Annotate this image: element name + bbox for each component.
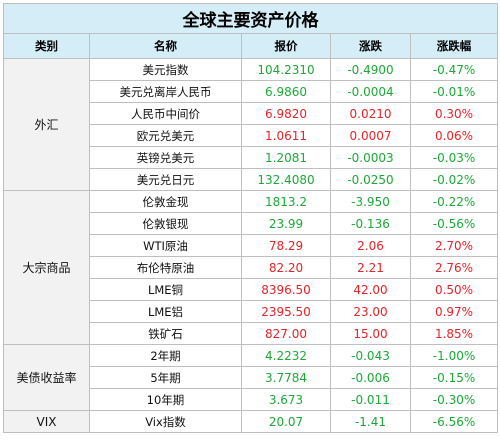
change-cell: 0.0210 bbox=[330, 102, 411, 125]
change-pct-cell: -0.30% bbox=[409, 388, 499, 411]
price-cell: 3.673 bbox=[241, 388, 331, 411]
change-pct-cell: 2.76% bbox=[409, 256, 499, 279]
price-cell: 1.0611 bbox=[241, 124, 331, 147]
table-row: 欧元兑美元 1.0611 0.0007 0.06% bbox=[4, 124, 499, 147]
change-pct-cell: 0.97% bbox=[409, 300, 499, 323]
header-row: 类别 名称 报价 涨跌 涨跌幅 bbox=[3, 33, 499, 59]
price-cell: 23.99 bbox=[241, 212, 331, 235]
table-row: 美元兑日元 132.4080 -0.0250 -0.02% bbox=[4, 168, 499, 191]
category-cell: VIX bbox=[3, 410, 90, 433]
name-cell: 美元兑离岸人民币 bbox=[89, 80, 242, 103]
change-cell: -1.41 bbox=[330, 410, 411, 433]
table-row: 美债收益率 2年期 4.2232 -0.043 -1.00% bbox=[3, 344, 499, 411]
header-category: 类别 bbox=[3, 33, 90, 59]
change-pct-cell: 0.50% bbox=[409, 278, 499, 301]
price-cell: 20.07 bbox=[241, 410, 331, 433]
name-cell: 伦敦银现 bbox=[89, 212, 242, 235]
table-row: VIX Vix指数 20.07 -1.41 -6.56% bbox=[3, 410, 499, 433]
name-cell: LME铜 bbox=[89, 278, 242, 301]
price-cell: 104.2310 bbox=[241, 58, 331, 81]
table-row: LME铜 8396.50 42.00 0.50% bbox=[4, 278, 499, 301]
change-cell: 15.00 bbox=[330, 322, 411, 345]
price-cell: 6.9820 bbox=[241, 102, 331, 125]
price-cell: 132.4080 bbox=[241, 168, 331, 191]
asset-price-table: 全球主要资产价格 类别 名称 报价 涨跌 涨跌幅 外汇 美元指数 104.2310-… bbox=[2, 3, 499, 433]
table-row: WTI原油 78.29 2.06 2.70% bbox=[4, 234, 499, 257]
table-row: 美元兑离岸人民币 6.9860 -0.0004 -0.01% bbox=[4, 80, 499, 103]
name-cell: LME铝 bbox=[89, 300, 242, 323]
change-cell: -0.4900 bbox=[330, 58, 411, 81]
header-change-pct: 涨跌幅 bbox=[409, 33, 499, 59]
price-cell: 2395.50 bbox=[241, 300, 331, 323]
change-cell: -0.0003 bbox=[330, 146, 411, 169]
change-pct-cell: -0.15% bbox=[409, 366, 499, 389]
change-cell: 42.00 bbox=[330, 278, 411, 301]
header-change: 涨跌 bbox=[330, 33, 411, 59]
change-cell: -3.950 bbox=[330, 190, 411, 213]
change-pct-cell: -1.00% bbox=[409, 344, 499, 367]
change-cell: -0.043 bbox=[330, 344, 411, 367]
category-cell: 大宗商品 bbox=[3, 190, 90, 345]
price-cell: 1.2081 bbox=[241, 146, 331, 169]
name-cell: 伦敦金现 bbox=[89, 190, 242, 213]
table-row: 大宗商品 伦敦金现 1813.2 -3.950 -0.22% bbox=[3, 190, 499, 345]
table-row: 外汇 美元指数 104.2310 -0.4900 -0.47% bbox=[3, 58, 499, 191]
name-cell: 英镑兑美元 bbox=[89, 146, 242, 169]
price-cell: 82.20 bbox=[241, 256, 331, 279]
price-cell: 827.00 bbox=[241, 322, 331, 345]
price-cell: 4.2232 bbox=[241, 344, 331, 367]
header-name: 名称 bbox=[89, 33, 242, 59]
table-row: 英镑兑美元 1.2081 -0.0003 -0.03% bbox=[4, 146, 499, 169]
change-pct-cell: 1.85% bbox=[409, 322, 499, 345]
change-cell: -0.006 bbox=[330, 366, 411, 389]
change-cell: -0.0250 bbox=[330, 168, 411, 191]
name-cell: 铁矿石 bbox=[89, 322, 242, 345]
name-cell: 2年期 bbox=[89, 344, 242, 367]
change-pct-cell: 0.30% bbox=[409, 102, 499, 125]
price-cell: 6.9860 bbox=[241, 80, 331, 103]
name-cell: 布伦特原油 bbox=[89, 256, 242, 279]
category-cell: 外汇 bbox=[3, 58, 90, 191]
change-cell: 2.21 bbox=[330, 256, 411, 279]
change-pct-cell: -0.01% bbox=[409, 80, 499, 103]
category-cell: 美债收益率 bbox=[3, 344, 90, 411]
table-row: 5年期 3.7784 -0.006 -0.15% bbox=[4, 366, 499, 389]
table-row: 伦敦银现 23.99 -0.136 -0.56% bbox=[4, 212, 499, 235]
change-cell: 0.0007 bbox=[330, 124, 411, 147]
table-row: LME铝 2395.50 23.00 0.97% bbox=[4, 300, 499, 323]
change-pct-cell: -0.02% bbox=[409, 168, 499, 191]
table-title: 全球主要资产价格 bbox=[2, 3, 499, 34]
change-cell: 23.00 bbox=[330, 300, 411, 323]
change-cell: 2.06 bbox=[330, 234, 411, 257]
price-cell: 78.29 bbox=[241, 234, 331, 257]
name-cell: 人民币中间价 bbox=[89, 102, 242, 125]
change-pct-cell: -0.56% bbox=[409, 212, 499, 235]
price-cell: 1813.2 bbox=[241, 190, 331, 213]
change-pct-cell: 0.06% bbox=[409, 124, 499, 147]
table-body: 外汇 美元指数 104.2310 -0.4900 -0.47% 美元兑离岸人民币 6.986… bbox=[3, 58, 499, 433]
asset-price-table-container: 全球主要资产价格 类别 名称 报价 涨跌 涨跌幅 外汇 美元指数 104.2310-… bbox=[2, 3, 499, 444]
price-cell: 3.7784 bbox=[241, 366, 331, 389]
change-pct-cell: -6.56% bbox=[409, 410, 499, 433]
name-cell: 10年期 bbox=[89, 388, 242, 411]
name-cell: 5年期 bbox=[89, 366, 242, 389]
header-price: 报价 bbox=[241, 33, 331, 59]
name-cell: 欧元兑美元 bbox=[89, 124, 242, 147]
name-cell: WTI原油 bbox=[89, 234, 242, 257]
name-cell: Vix指数 bbox=[89, 410, 242, 433]
change-pct-cell: -0.22% bbox=[409, 190, 499, 213]
change-cell: -0.0004 bbox=[330, 80, 411, 103]
change-pct-cell: -0.47% bbox=[409, 58, 499, 81]
change-pct-cell: -0.03% bbox=[409, 146, 499, 169]
change-cell: -0.136 bbox=[330, 212, 411, 235]
name-cell: 美元兑日元 bbox=[89, 168, 242, 191]
name-cell: 美元指数 bbox=[89, 58, 242, 81]
price-cell: 8396.50 bbox=[241, 278, 331, 301]
change-cell: -0.011 bbox=[330, 388, 411, 411]
change-pct-cell: 2.70% bbox=[409, 234, 499, 257]
